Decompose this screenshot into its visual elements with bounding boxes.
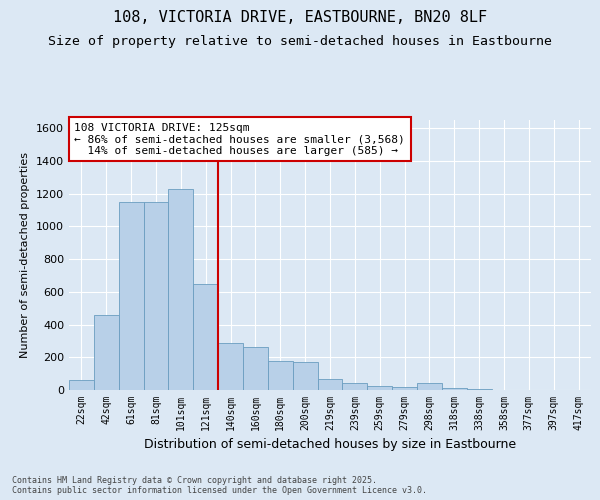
- Bar: [143, 202, 169, 390]
- Bar: [417, 384, 442, 390]
- Bar: [119, 202, 143, 390]
- Bar: [268, 362, 293, 390]
- Text: Contains HM Land Registry data © Crown copyright and database right 2025.
Contai: Contains HM Land Registry data © Crown c…: [12, 476, 427, 495]
- Text: 108 VICTORIA DRIVE: 125sqm
← 86% of semi-detached houses are smaller (3,568)
  1: 108 VICTORIA DRIVE: 125sqm ← 86% of semi…: [74, 122, 405, 156]
- Bar: [367, 386, 392, 390]
- Bar: [343, 382, 367, 390]
- Bar: [317, 380, 343, 390]
- Bar: [218, 344, 243, 390]
- Bar: [94, 314, 119, 390]
- Bar: [293, 362, 317, 390]
- Bar: [169, 188, 193, 390]
- Y-axis label: Number of semi-detached properties: Number of semi-detached properties: [20, 152, 31, 358]
- X-axis label: Distribution of semi-detached houses by size in Eastbourne: Distribution of semi-detached houses by …: [144, 438, 516, 452]
- Bar: [243, 346, 268, 390]
- Text: 108, VICTORIA DRIVE, EASTBOURNE, BN20 8LF: 108, VICTORIA DRIVE, EASTBOURNE, BN20 8L…: [113, 10, 487, 25]
- Bar: [467, 389, 491, 390]
- Bar: [442, 388, 467, 390]
- Text: Size of property relative to semi-detached houses in Eastbourne: Size of property relative to semi-detach…: [48, 35, 552, 48]
- Bar: [193, 284, 218, 390]
- Bar: [69, 380, 94, 390]
- Bar: [392, 386, 417, 390]
